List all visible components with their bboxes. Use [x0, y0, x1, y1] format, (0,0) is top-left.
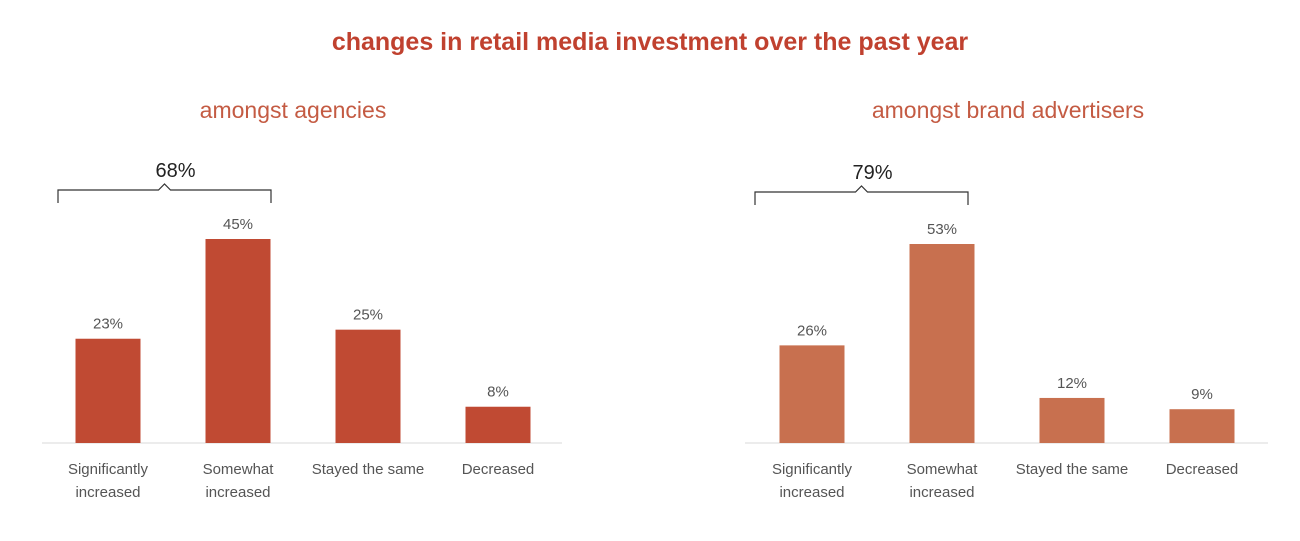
- x-tick-label: increased: [205, 484, 270, 501]
- chart-panel-2: amongst brand advertisers 26% Significantl…: [745, 97, 1268, 501]
- data-label: 53%: [927, 221, 957, 238]
- data-label: 9%: [1191, 386, 1213, 403]
- bracket-label: 68%: [155, 160, 195, 182]
- bar: [335, 329, 401, 443]
- data-label: 8%: [487, 384, 509, 401]
- data-label: 26%: [797, 322, 827, 339]
- x-tick-label: Somewhat: [907, 461, 979, 478]
- bracket: [57, 183, 272, 203]
- x-tick-label: Stayed the same: [312, 461, 425, 478]
- bracket: [754, 185, 969, 205]
- x-tick-label: Significantly: [68, 461, 149, 478]
- x-tick-label: Significantly: [772, 461, 853, 478]
- data-label: 45%: [223, 216, 253, 233]
- bracket-label: 79%: [852, 162, 892, 184]
- chart-main-title: changes in retail media investment over …: [331, 28, 969, 56]
- x-tick-label: Decreased: [1166, 461, 1239, 478]
- bar: [1169, 409, 1235, 443]
- bar: [909, 244, 975, 443]
- data-label: 12%: [1057, 375, 1087, 392]
- chart-panel-1: amongst agencies 23% Significantly increase…: [42, 97, 562, 501]
- data-label: 25%: [353, 307, 383, 324]
- chart-subtitle: amongst brand advertisers: [872, 97, 1144, 123]
- bar: [75, 338, 141, 443]
- x-tick-label: Stayed the same: [1016, 461, 1129, 478]
- x-tick-label: increased: [779, 484, 844, 501]
- bar: [205, 239, 271, 443]
- chart-subtitle: amongst agencies: [200, 97, 387, 123]
- x-tick-label: increased: [909, 484, 974, 501]
- x-tick-label: Somewhat: [203, 461, 275, 478]
- bar: [1039, 397, 1105, 443]
- x-tick-label: Decreased: [462, 461, 535, 478]
- x-tick-label: increased: [75, 484, 140, 501]
- data-label: 23%: [93, 316, 123, 333]
- bar: [779, 345, 845, 443]
- bar: [465, 406, 531, 443]
